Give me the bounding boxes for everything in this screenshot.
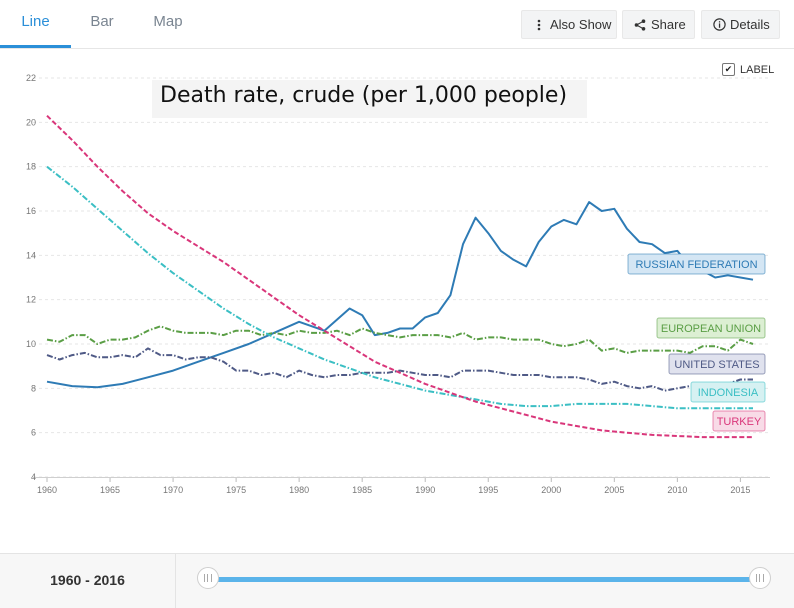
series-label-box xyxy=(656,317,766,339)
details-label: Details xyxy=(730,17,770,32)
range-end-handle[interactable] xyxy=(749,567,771,589)
x-tick-label: 1965 xyxy=(100,485,120,495)
chart-title-box: Death rate, crude (per 1,000 people) xyxy=(152,80,587,118)
tab-line[interactable]: Line xyxy=(0,0,71,48)
more-vertical-icon xyxy=(532,11,546,38)
series-label-box xyxy=(668,353,766,375)
series-label-text: UNITED STATES xyxy=(674,359,759,371)
series-lines xyxy=(46,114,754,439)
grip-icon xyxy=(204,574,212,582)
x-tick-label: 2000 xyxy=(541,485,561,495)
share-button[interactable]: Share xyxy=(622,10,695,39)
grip-icon xyxy=(756,574,764,582)
x-tick-label: 1985 xyxy=(352,485,372,495)
x-tick-label: 2015 xyxy=(730,485,750,495)
range-display: 1960 - 2016 xyxy=(0,554,176,608)
y-tick-label: 22 xyxy=(26,73,36,83)
tab-map[interactable]: Map xyxy=(153,13,183,30)
series-label-box xyxy=(627,253,766,275)
series-label-text: INDONESIA xyxy=(698,387,759,399)
series-label-box xyxy=(712,410,766,432)
series-label-text: RUSSIAN FEDERATION xyxy=(635,259,757,271)
y-tick-label: 10 xyxy=(26,339,36,349)
series-line-turkey[interactable] xyxy=(46,114,753,439)
y-tick-label: 20 xyxy=(26,117,36,127)
y-tick-label: 16 xyxy=(26,206,36,216)
share-icon xyxy=(633,11,647,38)
y-tick-label: 12 xyxy=(26,295,36,305)
x-tick-label: 2005 xyxy=(604,485,624,495)
series-label-russian-federation: RUSSIAN FEDERATION xyxy=(627,253,766,275)
x-tick-label: 1960 xyxy=(37,485,57,495)
time-range-bar: 1960 - 2016 xyxy=(0,553,794,608)
axis-ticks: 4 6 8 10 12 14 16 18 20 22 1960 1965 1970 1975 1980 198… xyxy=(26,73,750,495)
series-label-turkey: TURKEY xyxy=(712,410,766,432)
y-tick-label: 18 xyxy=(26,162,36,172)
also-show-label: Also Show xyxy=(550,17,612,32)
share-label: Share xyxy=(651,17,686,32)
series-line-russian-federation[interactable] xyxy=(46,201,754,389)
x-tick-label: 1980 xyxy=(289,485,309,495)
label-toggle[interactable]: ✔ LABEL xyxy=(722,63,774,76)
series-label-united-states: UNITED STATES xyxy=(668,353,766,375)
top-bar: Line Bar Map Also Show Share Details xyxy=(0,0,794,49)
series-label-box xyxy=(690,381,766,403)
x-tick-label: 1995 xyxy=(478,485,498,495)
tab-bar[interactable]: Bar xyxy=(90,13,114,30)
series-line-united-states[interactable] xyxy=(46,347,753,392)
x-tick-label: 1970 xyxy=(163,485,183,495)
y-tick-label: 14 xyxy=(26,250,36,260)
range-slider-track[interactable] xyxy=(207,577,760,582)
gridlines xyxy=(33,77,770,478)
series-label-text: TURKEY xyxy=(717,416,762,428)
x-tick-label: 1990 xyxy=(415,485,435,495)
series-label-european-union: EUROPEAN UNION xyxy=(656,317,766,339)
chart-title: Death rate, crude (per 1,000 people) xyxy=(160,83,568,108)
x-tick-label: 1975 xyxy=(226,485,246,495)
y-tick-label: 8 xyxy=(31,383,36,393)
line-chart: 4 6 8 10 12 14 16 18 20 22 1960 1965 1970 1975 1980 198… xyxy=(26,73,770,495)
y-tick-label: 4 xyxy=(31,472,36,482)
range-start-handle[interactable] xyxy=(197,567,219,589)
series-label-text: EUROPEAN UNION xyxy=(661,323,761,335)
series-line-european-union[interactable] xyxy=(46,325,754,354)
label-checkbox[interactable]: ✔ xyxy=(722,63,735,76)
also-show-button[interactable]: Also Show xyxy=(521,10,617,39)
y-tick-label: 6 xyxy=(31,428,36,438)
info-icon xyxy=(712,11,726,38)
series-labels: RUSSIAN FEDERATION EUROPEAN UNION UNITED S… xyxy=(627,253,766,432)
x-tick-label: 2010 xyxy=(667,485,687,495)
details-button[interactable]: Details xyxy=(701,10,780,39)
series-line-indonesia[interactable] xyxy=(46,165,753,410)
label-toggle-text: LABEL xyxy=(740,63,775,76)
series-label-indonesia: INDONESIA xyxy=(690,381,766,403)
